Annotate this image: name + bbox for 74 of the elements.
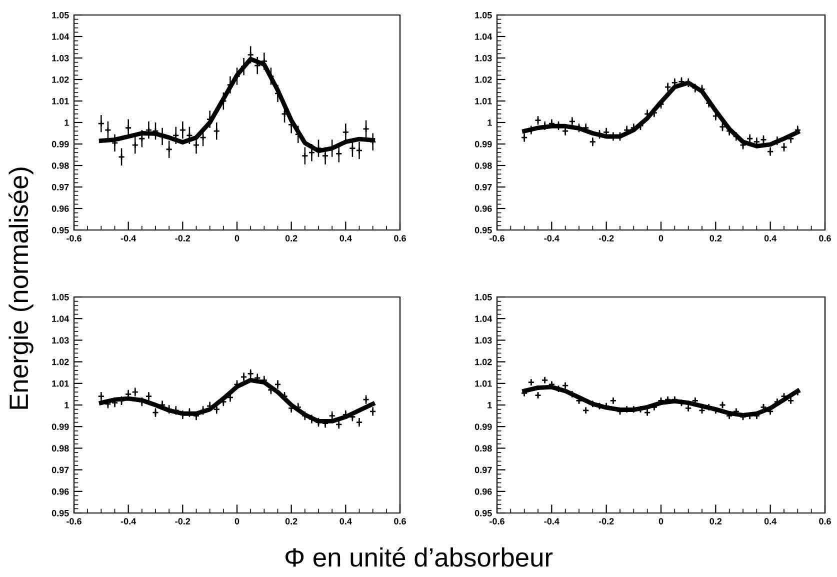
y-tick-label: 1.03 <box>475 54 492 62</box>
y-tick-label: 1.01 <box>475 380 492 387</box>
y-tick-label: 1 <box>64 120 69 126</box>
y-tick-label: 0.97 <box>474 184 492 190</box>
y-tick-label: 0.98 <box>474 162 492 169</box>
y-tick-label: 0.96 <box>474 488 492 495</box>
x-tick-label: 0.4 <box>340 518 352 524</box>
y-tick-label: 0.99 <box>474 140 492 148</box>
x-tick-label: 0.2 <box>285 235 298 242</box>
y-tick-label: 1.04 <box>475 316 492 322</box>
y-tick-label: 1.02 <box>475 76 492 83</box>
y-tick-label: 1.03 <box>52 54 69 62</box>
x-tick-label: 0.6 <box>819 235 831 242</box>
x-tick-label: -0.6 <box>66 518 82 524</box>
y-tick-label: 1.05 <box>52 12 69 18</box>
y-tick-label: 0.95 <box>474 510 492 516</box>
y-tick-label: 0.95 <box>474 226 492 234</box>
x-tick-label: 0.6 <box>394 235 406 242</box>
y-tick-label: 1.05 <box>52 294 69 300</box>
y-tick-label: 1 <box>64 402 69 408</box>
x-tick-label: 0.2 <box>710 235 722 242</box>
y-axis-title: Energie (normalisée) <box>8 168 34 409</box>
x-tick-label: -0.2 <box>598 518 614 524</box>
y-tick-label: 1.04 <box>52 33 70 40</box>
x-tick-label: -0.4 <box>544 518 560 524</box>
y-tick-label: 1.01 <box>52 98 69 104</box>
y-tick-label: 0.96 <box>52 488 69 495</box>
x-tick-label: 0.4 <box>340 235 352 242</box>
y-tick-label: 1.05 <box>475 294 492 300</box>
y-tick-label: 0.99 <box>52 424 69 430</box>
y-tick-label: 1 <box>488 120 492 126</box>
x-tick-label: -0.4 <box>544 235 560 242</box>
x-tick-label: 0 <box>234 518 240 524</box>
y-tick-label: 1.02 <box>52 76 69 83</box>
y-tick-label: 0.95 <box>52 226 69 234</box>
y-tick-label: 1.02 <box>52 358 69 366</box>
x-tick-label: 0.2 <box>710 518 722 524</box>
y-tick-label: 0.98 <box>52 162 69 169</box>
x-tick-label: 0 <box>658 235 664 242</box>
y-tick-label: 0.98 <box>52 445 69 452</box>
y-tick-label: 1.03 <box>52 337 69 344</box>
x-tick-label: -0.2 <box>175 235 190 242</box>
x-tick-label: 0 <box>234 235 240 242</box>
y-tick-label: 1.01 <box>475 98 492 104</box>
y-tick-label: 0.98 <box>474 445 492 452</box>
y-tick-label: 1 <box>488 402 492 408</box>
y-tick-label: 1.01 <box>52 380 69 387</box>
y-tick-label: 0.96 <box>52 205 69 212</box>
x-tick-label: -0.6 <box>490 235 504 242</box>
x-tick-label: -0.2 <box>598 235 614 242</box>
x-tick-label: 0.6 <box>819 518 831 524</box>
y-tick-label: 1.04 <box>52 316 70 322</box>
x-tick-label: -0.6 <box>66 235 82 242</box>
y-tick-label: 1.02 <box>475 358 492 366</box>
x-tick-label: 0.4 <box>764 518 777 524</box>
x-tick-label: -0.4 <box>120 518 136 524</box>
y-tick-label: 0.97 <box>474 466 492 474</box>
y-tick-label: 1.04 <box>475 33 492 40</box>
x-tick-label: 0.4 <box>764 235 777 242</box>
x-axis-title: Φ en unité d’absorbeur <box>286 547 553 567</box>
x-tick-label: 0 <box>658 518 664 524</box>
y-tick-label: 0.97 <box>52 184 69 190</box>
y-tick-label: 1.03 <box>475 337 492 344</box>
y-tick-label: 0.95 <box>52 510 69 516</box>
y-tick-label: 0.99 <box>52 140 69 148</box>
x-tick-label: 0.6 <box>394 518 406 524</box>
y-tick-label: 1.05 <box>475 12 492 18</box>
y-tick-label: 0.99 <box>474 424 492 430</box>
x-tick-label: -0.2 <box>175 518 190 524</box>
y-tick-label: 0.96 <box>474 205 492 212</box>
x-tick-label: 0.2 <box>285 518 298 524</box>
x-tick-label: -0.4 <box>120 235 136 242</box>
x-tick-label: -0.6 <box>490 518 504 524</box>
y-tick-label: 0.97 <box>52 466 69 474</box>
